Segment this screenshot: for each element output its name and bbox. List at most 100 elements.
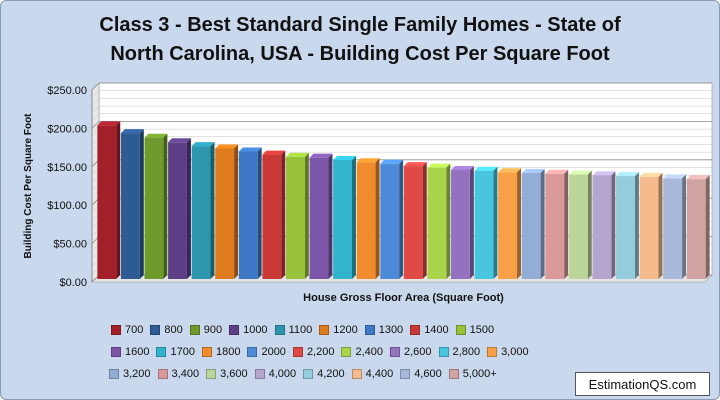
- bar-1800: [356, 162, 376, 279]
- legend-swatch: [189, 325, 200, 335]
- bar-top-4,400: [639, 172, 663, 177]
- bar-side-1300: [257, 147, 262, 279]
- legend-item: 1300: [364, 324, 404, 336]
- y-tick-label: $50.00: [53, 239, 87, 251]
- bar-2,600: [451, 169, 470, 279]
- gridline-side: [91, 82, 100, 91]
- legend-swatch: [292, 347, 303, 357]
- bar-side-4,200: [634, 172, 639, 279]
- bar-1700: [333, 159, 352, 279]
- bar-top-1800: [356, 158, 380, 163]
- legend-item: 3,200: [109, 368, 151, 380]
- legend-label: 700: [125, 324, 144, 336]
- legend-label: 900: [203, 324, 223, 336]
- bar-side-1800: [375, 158, 380, 279]
- legend-label: 1200: [333, 324, 358, 336]
- bar-top-2,800: [474, 166, 498, 171]
- bar-2,200: [403, 166, 423, 279]
- legend-swatch: [150, 325, 161, 335]
- bar-side-5,000+: [705, 175, 710, 279]
- legend-item: 4,400: [351, 368, 394, 380]
- legend-swatch: [390, 347, 400, 357]
- bar-top-2,200: [403, 162, 427, 167]
- legend-swatch: [438, 347, 449, 357]
- legend-item: 1000: [229, 324, 268, 336]
- bar-top-1100: [191, 142, 215, 147]
- bar-top-5,000+: [686, 175, 710, 180]
- legend-item: 3,000: [487, 346, 529, 358]
- legend-label: 2,600: [404, 346, 432, 358]
- y-tick-label: $200.00: [47, 123, 87, 135]
- legend-swatch: [201, 347, 212, 357]
- y-tick-label: $250.00: [47, 85, 87, 97]
- legend-swatch: [448, 369, 459, 379]
- bar-top-2000: [380, 159, 404, 164]
- legend-label: 5,000+: [462, 368, 497, 380]
- bar-2,800: [474, 170, 494, 279]
- bar-top-3,000: [498, 168, 522, 173]
- bar-1600: [309, 157, 329, 279]
- bar-top-800: [120, 129, 144, 134]
- bar-side-3,200: [540, 169, 545, 279]
- legend-swatch: [341, 347, 352, 357]
- legend-item: 800: [150, 324, 183, 336]
- legend-label: 4,400: [365, 368, 394, 380]
- legend-swatch: [229, 325, 240, 335]
- x-axis-label: House Gross Floor Area (Square Foot): [303, 292, 504, 304]
- gridline-side: [91, 90, 100, 98]
- legend-item: 2000: [247, 346, 286, 358]
- legend-swatch: [111, 347, 121, 357]
- legend-swatch: [274, 325, 285, 335]
- bar-800: [120, 133, 140, 279]
- bar-4,400: [639, 176, 659, 279]
- legend-swatch: [247, 347, 258, 357]
- legend-swatch: [487, 347, 498, 357]
- bar-side-3,000: [517, 168, 522, 279]
- bar-top-2,600: [451, 165, 474, 170]
- bar-4,200: [616, 176, 635, 279]
- legend-item: 900: [189, 324, 223, 336]
- bar-side-1100: [210, 142, 215, 279]
- legend-label: 2,800: [452, 346, 481, 358]
- legend-swatch: [156, 347, 167, 357]
- bar-top-1400: [262, 150, 286, 155]
- bar-top-700: [97, 121, 121, 126]
- bar-1400: [262, 154, 282, 279]
- bar-top-3,600: [568, 170, 592, 175]
- legend-label: 3,400: [171, 368, 200, 380]
- bar-4,000: [592, 175, 612, 279]
- legend-label: 1300: [378, 324, 404, 336]
- legend-swatch: [319, 325, 330, 335]
- bar-top-3,400: [545, 169, 569, 174]
- bar-1000: [168, 142, 187, 279]
- legend-swatch: [351, 369, 362, 379]
- legend-item: 1200: [319, 324, 358, 336]
- gridline-side: [91, 121, 100, 129]
- legend-item: 700: [111, 324, 143, 336]
- legend-label: 3,000: [501, 346, 529, 358]
- legend-swatch: [109, 369, 119, 379]
- legend-label: 4,200: [317, 368, 345, 380]
- bar-side-2,600: [469, 165, 474, 279]
- gridline-side: [91, 105, 100, 114]
- legend-swatch: [206, 369, 217, 379]
- legend-label: 3,200: [123, 368, 151, 380]
- bar-top-4,000: [592, 171, 616, 176]
- bar-side-1600: [328, 153, 333, 279]
- bar-side-1500: [304, 152, 309, 279]
- bar-side-1400: [281, 150, 286, 279]
- bar-700: [97, 125, 117, 280]
- bar-1500: [285, 156, 305, 279]
- legend-item: 4,000: [254, 368, 296, 380]
- bar-side-1200: [234, 144, 239, 279]
- bar-side-2,400: [446, 163, 451, 279]
- legend-label: 2000: [261, 346, 286, 358]
- bar-2000: [380, 163, 400, 279]
- bar-top-2,400: [427, 163, 451, 168]
- legend-item: 1500: [455, 324, 494, 336]
- bar-3,600: [568, 174, 588, 279]
- legend-swatch: [111, 325, 121, 335]
- legend-swatch: [254, 369, 265, 379]
- legend-swatch: [400, 369, 411, 379]
- y-axis-label: Building Cost Per Square Foot: [23, 113, 34, 259]
